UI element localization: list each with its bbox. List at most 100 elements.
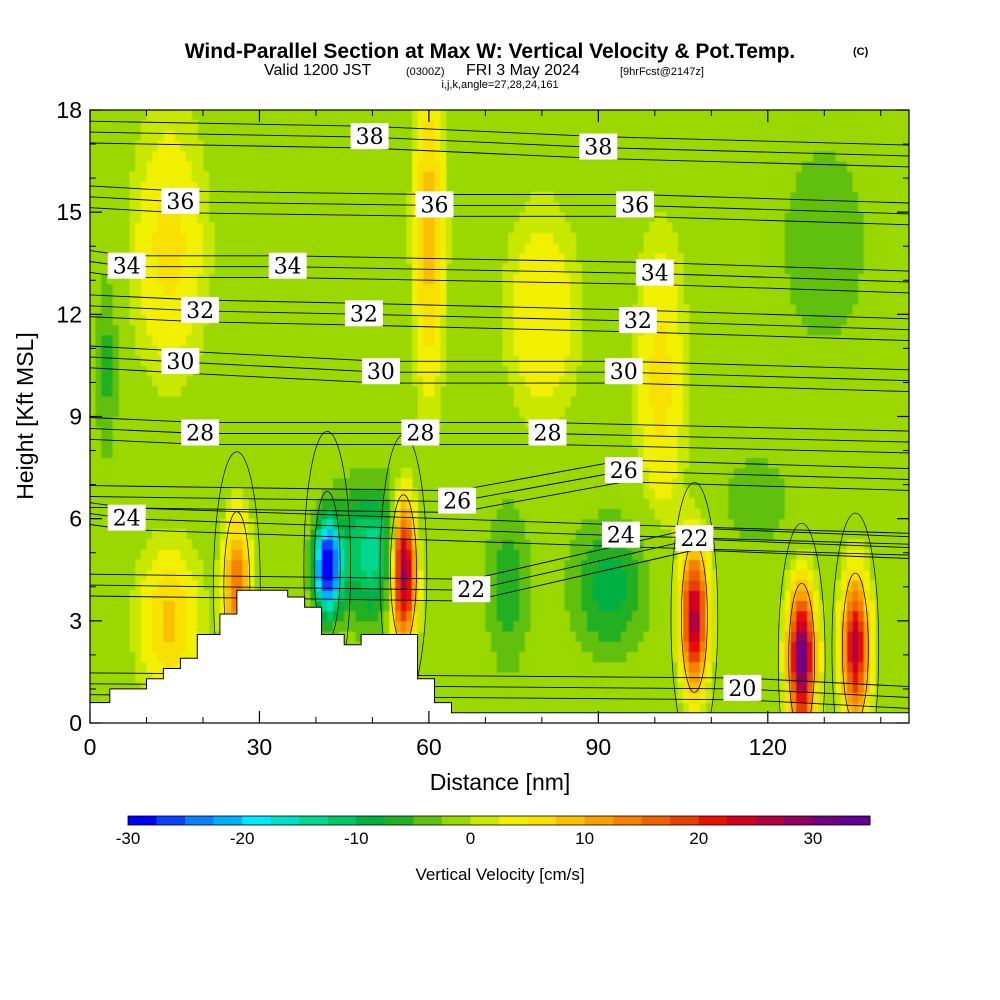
field-cell [163, 253, 170, 264]
field-cell [169, 580, 176, 591]
field-cell [214, 580, 221, 591]
field-cell [553, 600, 560, 612]
field-cell [581, 508, 588, 520]
field-cell [784, 488, 791, 499]
field-cell [558, 334, 565, 346]
field-cell [773, 212, 780, 223]
field-cell [677, 283, 684, 295]
field-cell [575, 620, 582, 632]
field-cell [101, 396, 108, 407]
field-cell [423, 232, 430, 244]
field-cell [592, 661, 599, 673]
field-cell [767, 212, 774, 223]
field-cell [581, 641, 588, 653]
field-cell [378, 508, 385, 520]
field-cell [598, 590, 605, 601]
field-cell [666, 375, 673, 387]
field-cell [152, 631, 159, 642]
theta-label-box [268, 252, 307, 279]
field-cell [242, 508, 249, 520]
field-cell [112, 385, 119, 397]
field-cell [406, 559, 413, 571]
theta-label-text: 34 [113, 255, 141, 280]
theta-label: 28 [401, 419, 440, 447]
field-cell [406, 528, 413, 540]
field-cell [841, 375, 848, 387]
field-cell [615, 631, 622, 642]
field-cell [412, 263, 419, 274]
field-cell [332, 498, 340, 509]
field-cell [643, 293, 650, 305]
field-cell [643, 345, 650, 356]
field-cell [400, 580, 407, 591]
field-cell [519, 641, 526, 653]
field-cell [513, 324, 520, 336]
field-cell [666, 355, 673, 366]
field-cell [818, 355, 825, 366]
field-cell [349, 508, 356, 520]
theta-label-text: 26 [610, 459, 638, 484]
field-cell [428, 334, 436, 346]
field-cell [829, 283, 837, 295]
field-cell [564, 620, 571, 632]
field-cell [327, 610, 334, 622]
field-cell [570, 232, 577, 244]
field-cell [366, 549, 373, 561]
field-cell [344, 549, 351, 561]
field-cell [671, 508, 678, 520]
theta-label-text: 32 [350, 302, 378, 327]
field-cell [152, 334, 159, 346]
theta-label-box [438, 487, 477, 514]
field-cell [553, 375, 560, 387]
field-cell [412, 610, 419, 622]
field-cell [513, 253, 520, 264]
field-cell [553, 610, 560, 622]
field-cell [186, 212, 193, 223]
field-cell [807, 253, 814, 264]
field-cell [807, 130, 814, 142]
field-cell [558, 232, 565, 244]
field-cell [762, 222, 769, 234]
field-cell [779, 631, 786, 642]
field-cell [508, 293, 515, 305]
theta-label-box [161, 187, 200, 214]
field-cell [835, 324, 842, 336]
field-cell [587, 549, 594, 561]
field-cell [519, 528, 526, 540]
field-cell [513, 314, 520, 326]
field-cell [524, 365, 532, 377]
field-cell [231, 539, 238, 550]
field-cell [152, 559, 159, 571]
field-cell [813, 222, 820, 234]
field-cell [824, 120, 831, 131]
theta-label-box [604, 358, 643, 385]
field-cell [321, 539, 328, 550]
field-cell [841, 661, 848, 673]
field-cell [332, 518, 340, 530]
field-cell [400, 467, 407, 479]
field-cell [513, 610, 520, 622]
field-cell [524, 304, 532, 315]
field-cell [163, 600, 170, 612]
field-cell [852, 140, 859, 152]
field-cell [643, 641, 650, 653]
field-cell [558, 355, 565, 366]
field-cell [649, 416, 656, 428]
field-cell [869, 222, 876, 234]
field-cell [801, 671, 808, 683]
field-cell [513, 355, 520, 366]
field-cell [315, 528, 323, 540]
field-cell [700, 559, 707, 571]
field-cell [169, 263, 176, 274]
field-cell [423, 385, 430, 397]
field-cell [378, 488, 385, 499]
field-cell [677, 661, 684, 673]
field-cell [157, 559, 164, 571]
field-cell [683, 569, 690, 581]
field-cell [863, 334, 870, 346]
field-cell [146, 212, 153, 223]
field-cell [863, 692, 870, 704]
field-cell [140, 671, 147, 683]
field-cell [575, 600, 582, 612]
field-cell [157, 181, 164, 193]
